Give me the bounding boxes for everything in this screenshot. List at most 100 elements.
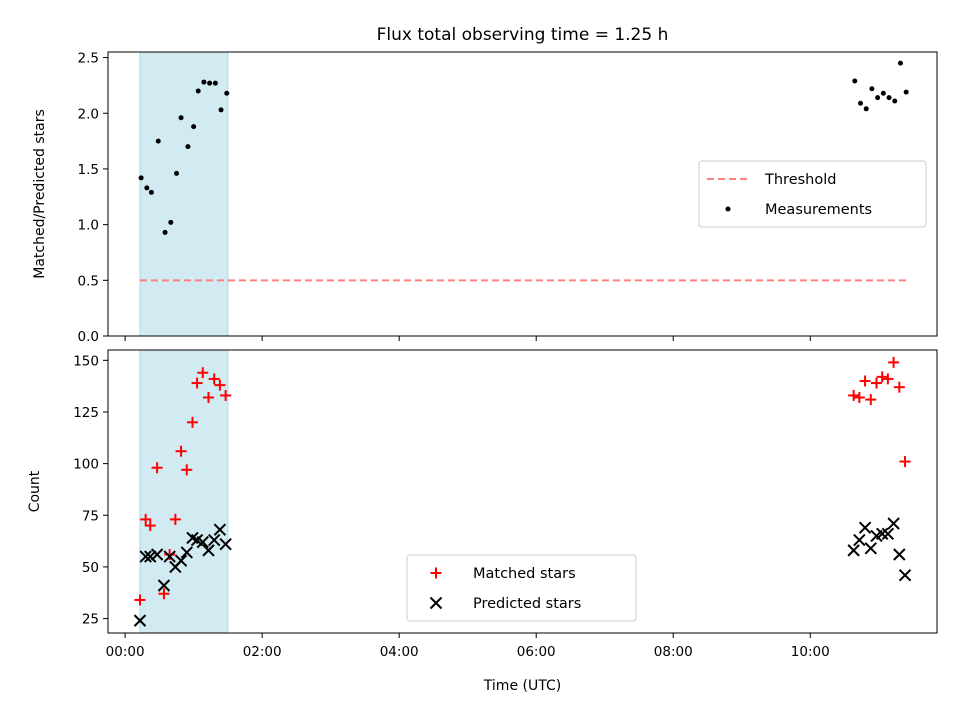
matched-star-point <box>859 375 871 387</box>
legend-box <box>698 160 927 228</box>
predicted-star-point <box>893 548 906 561</box>
y-tick-label: 0.5 <box>78 273 99 289</box>
x-marker-b <box>881 527 895 541</box>
measurement-point <box>148 189 154 195</box>
matched-star-point <box>888 356 900 368</box>
x-marker-b <box>174 554 188 567</box>
measurement-point <box>886 95 892 101</box>
measurement-point <box>224 90 230 96</box>
matched-star-point <box>134 594 146 606</box>
x-tick-label: 08:00 <box>654 644 693 660</box>
y-tick-label: 0.0 <box>78 329 99 345</box>
measurement-point <box>863 106 869 112</box>
chart-title: Flux total observing time = 1.25 h <box>377 25 669 45</box>
measurement-point <box>185 144 191 150</box>
x-tick-label: 00:00 <box>106 644 145 660</box>
predicted-star-point <box>881 527 895 541</box>
predicted-star-point <box>157 579 171 592</box>
predicted-star-point <box>144 550 157 563</box>
measurement-point <box>880 90 886 96</box>
x-marker-b <box>853 533 866 547</box>
predicted-star-point <box>219 537 232 551</box>
x-marker-b <box>180 546 193 559</box>
predicted-star-point <box>864 542 877 555</box>
x-marker-b <box>213 523 227 536</box>
matched-star-point <box>164 549 176 561</box>
matched-star-point <box>208 373 220 385</box>
y-tick-label: 100 <box>73 457 99 473</box>
legend-measurement-swatch <box>725 206 731 212</box>
matched-star-point <box>175 445 187 457</box>
measurement-point <box>207 80 213 86</box>
predicted-star-point <box>202 544 215 557</box>
measurement-point <box>195 88 201 94</box>
y-tick-label: 125 <box>73 405 99 421</box>
matched-star-point <box>848 389 860 401</box>
x-tick-label: 04:00 <box>380 644 419 660</box>
x-tick-label: 10:00 <box>791 644 830 660</box>
x-marker-b <box>858 521 872 534</box>
predicted-star-point <box>180 546 193 559</box>
measurement-point <box>191 124 197 130</box>
axes-frame <box>107 51 938 337</box>
predicted-star-point <box>887 517 900 530</box>
x-marker-b <box>157 579 171 592</box>
predicted-star-point <box>875 527 889 541</box>
predicted-star-point <box>196 535 209 549</box>
matched-star-point <box>140 513 152 525</box>
matched-star-point <box>158 588 170 600</box>
measurement-point <box>162 229 168 235</box>
matched-star-point <box>899 456 911 468</box>
y-tick-label: 1.5 <box>78 162 99 178</box>
x-tick-label: 06:00 <box>517 644 556 660</box>
predicted-star-point <box>213 523 227 536</box>
x-marker-b <box>207 533 221 547</box>
matched-star-point <box>893 381 905 393</box>
x-marker-b <box>219 537 232 551</box>
measurement-point <box>218 107 224 113</box>
y-tick-label: 150 <box>73 353 99 369</box>
matched-star-point <box>865 394 877 406</box>
x-marker-b <box>864 542 877 555</box>
matched-star-point <box>191 377 203 389</box>
matched-star-point <box>197 367 209 379</box>
y-tick-label: 50 <box>82 560 99 576</box>
predicted-star-point <box>853 533 866 547</box>
y-tick-label: 25 <box>82 612 99 628</box>
matched-star-point <box>870 377 882 389</box>
x-marker-b <box>887 517 900 530</box>
x-marker-b <box>196 535 209 549</box>
axes-frame <box>107 349 938 634</box>
x-axis-label: Time (UTC) <box>483 678 561 694</box>
matched-star-point <box>876 371 888 383</box>
legend-predicted-swatch <box>429 596 443 610</box>
measurement-point <box>144 185 150 191</box>
measurement-point <box>168 219 174 225</box>
legend-predicted-label: Predicted stars <box>473 596 581 612</box>
measurement-point <box>869 86 875 92</box>
x-marker-b <box>190 533 204 547</box>
x-marker-b <box>133 614 147 627</box>
legend-top: Threshold Measurements <box>698 160 927 228</box>
predicted-star-point <box>133 614 147 627</box>
legend-matched-label: Matched stars <box>473 566 576 582</box>
measurement-point <box>201 79 207 85</box>
measurement-point <box>903 89 909 95</box>
measurement-point <box>857 100 863 106</box>
x-marker-b <box>163 550 176 563</box>
y-tick-label: 75 <box>82 508 99 524</box>
observing-window-shade <box>139 349 229 634</box>
y-axis-label: Matched/Predicted stars <box>32 109 48 279</box>
measurement-point <box>174 170 180 176</box>
top-panel-flux-ratio: 0.0 0.5 1.0 1.5 2.0 2.5 Matched/Predicted star… <box>32 25 938 345</box>
measurement-point <box>852 78 858 84</box>
predicted-star-point <box>898 568 912 582</box>
y-tick-label: 1.0 <box>78 218 99 234</box>
y-tick-label: 2.5 <box>78 51 99 67</box>
matched-star-point <box>220 389 232 401</box>
matched-star-point <box>169 513 181 525</box>
matched-star-point <box>202 392 214 404</box>
x-marker-b <box>429 596 443 610</box>
x-marker-b <box>186 531 199 545</box>
measurement-point <box>897 60 903 66</box>
